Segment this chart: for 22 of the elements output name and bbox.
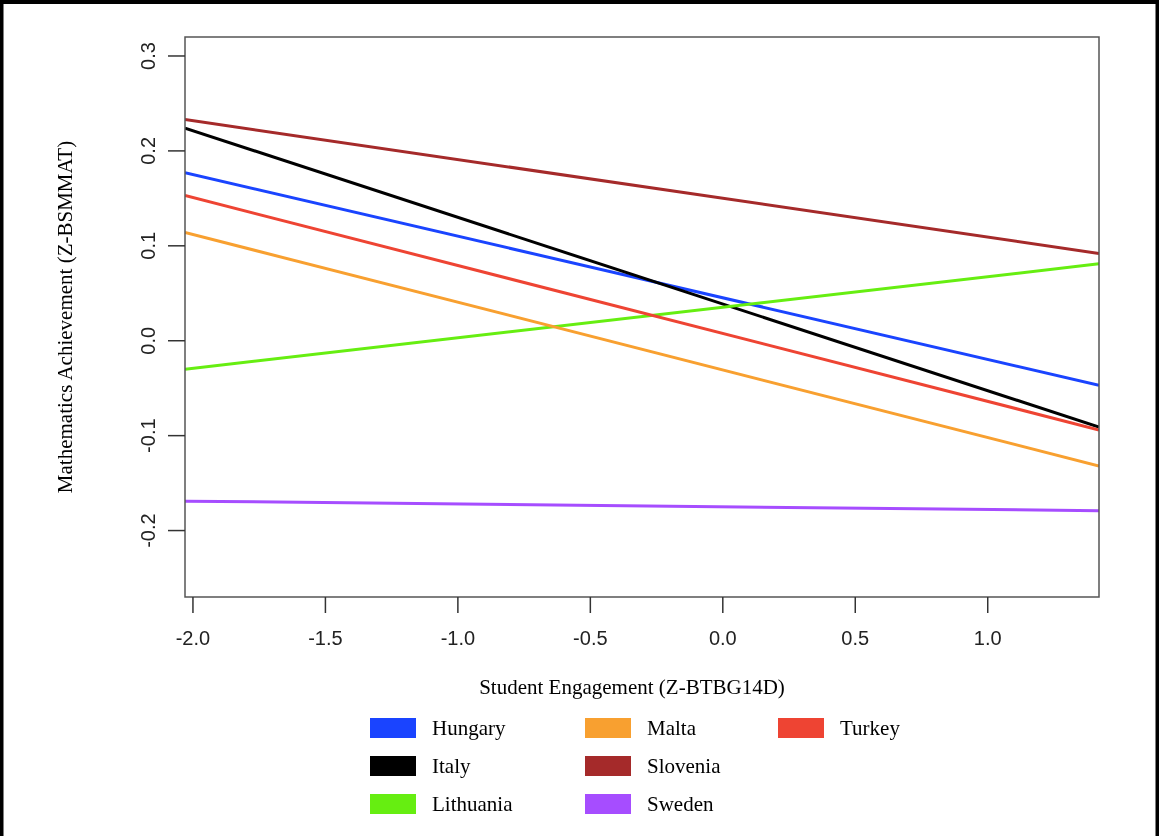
x-tick-label: -1.0 (440, 627, 476, 649)
y-tick-label: -0.2 (137, 513, 159, 548)
x-tick-label: 1.0 (973, 627, 1002, 649)
x-tick-label: -2.0 (175, 627, 211, 649)
legend-label: Lithuania (432, 792, 514, 816)
legend-label: Hungary (432, 716, 506, 740)
y-tick-label: 0.1 (137, 231, 159, 260)
y-tick-label: 0.0 (137, 326, 159, 355)
legend-label: Turkey (840, 716, 901, 740)
y-tick-label: 0.3 (137, 42, 159, 70)
legend-label: Italy (432, 754, 471, 778)
x-tick-label: -0.5 (573, 627, 608, 649)
y-tick-label: 0.2 (137, 136, 159, 165)
x-tick-label: 0.5 (841, 627, 870, 649)
y-axis-title: Mathematics Achievement (Z-BSMMAT) (53, 140, 77, 494)
x-axis-title: Student Engagement (Z-BTBG14D) (479, 675, 785, 699)
y-tick-label: -0.1 (137, 418, 159, 453)
legend-label: Sweden (647, 792, 714, 816)
legend-label: Slovenia (647, 754, 722, 778)
x-tick-label: 0.0 (708, 627, 737, 649)
legend-label: Malta (647, 716, 697, 740)
x-tick-label: -1.5 (308, 627, 343, 649)
